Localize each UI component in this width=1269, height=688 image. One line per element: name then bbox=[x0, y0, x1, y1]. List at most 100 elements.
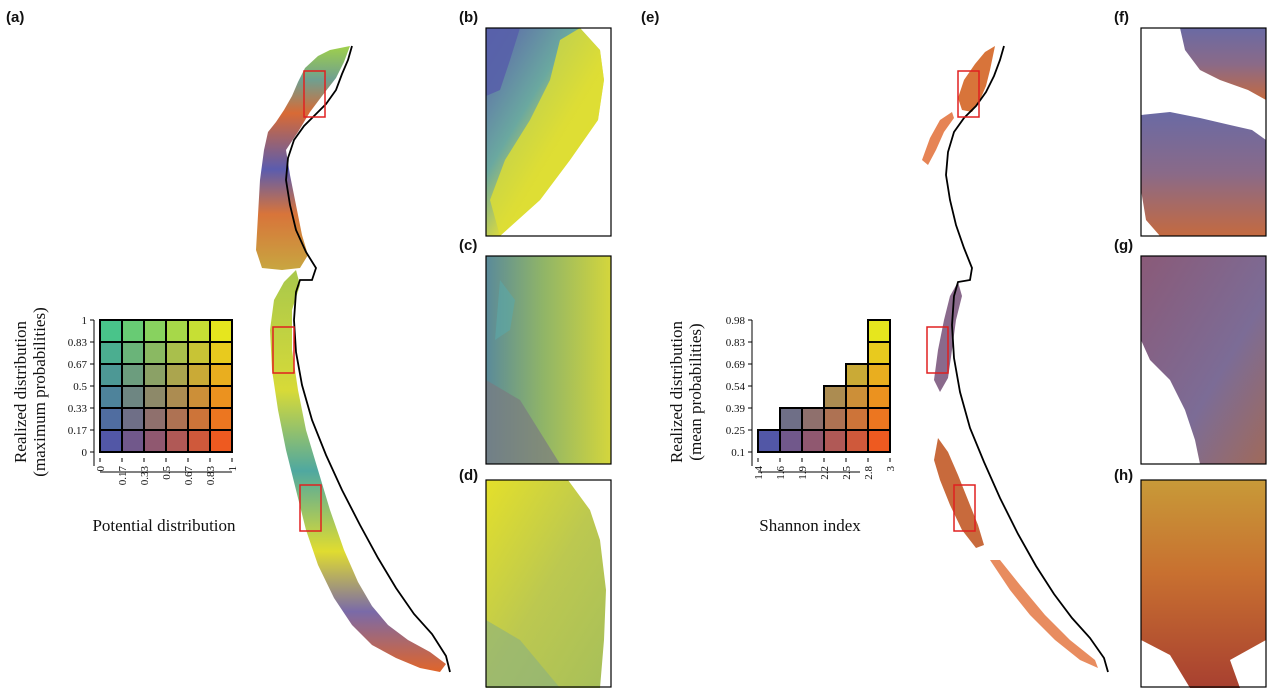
legend-a-cell bbox=[209, 319, 233, 343]
legend-a-ytick-label: 1 bbox=[82, 315, 88, 327]
legend-e-xtick-label: 2.2 bbox=[819, 466, 831, 480]
map-e-north-scatter bbox=[922, 112, 954, 165]
legend-a-ytick-label: 0.5 bbox=[73, 381, 87, 393]
legend-a-ytick-label: 0.67 bbox=[68, 359, 88, 371]
map-a-coastline bbox=[285, 45, 451, 673]
inset-box-c bbox=[272, 326, 295, 374]
legend-a-cell bbox=[165, 341, 189, 365]
legend-e-xtick-label: 2.8 bbox=[863, 466, 875, 480]
legend-bivariate-max: 1 0.83 0.67 0.5 0.33 0.17 0 0 0.17 0.33 0.5 0.67 0.… bbox=[11, 307, 239, 535]
legend-a-cell bbox=[99, 341, 123, 365]
legend-a-xtick-label: 0 bbox=[95, 466, 107, 472]
inset-box-b bbox=[303, 70, 326, 118]
legend-a-cell bbox=[165, 429, 189, 453]
map-a-north-shelf bbox=[256, 46, 350, 270]
inset-d bbox=[485, 479, 612, 688]
legend-a-xtick-label: 0.5 bbox=[161, 466, 173, 480]
legend-a-cell bbox=[99, 429, 123, 453]
legend-e-xlabel: Shannon index bbox=[759, 516, 861, 535]
legend-a-ytick-label: 0 bbox=[82, 447, 88, 459]
legend-e-ytick-label: 0.98 bbox=[726, 315, 746, 327]
map-e-coastline bbox=[945, 45, 1109, 673]
legend-e-xtick-label: 1.6 bbox=[775, 466, 787, 480]
legend-a-cell bbox=[121, 363, 145, 387]
legend-e-cell bbox=[845, 363, 869, 387]
inset-h bbox=[1140, 479, 1267, 688]
legend-e-ytick-label: 0.39 bbox=[726, 403, 746, 415]
legend-grid-mean bbox=[757, 319, 891, 453]
legend-e-cell bbox=[867, 319, 891, 343]
legend-a-cell bbox=[121, 385, 145, 409]
legend-e-xtick-label: 1.9 bbox=[797, 466, 809, 480]
legend-a-cell bbox=[187, 385, 211, 409]
inset-g-frame bbox=[1140, 255, 1267, 465]
legend-a-cell bbox=[165, 319, 189, 343]
legend-a-xtick-label: 0.67 bbox=[183, 466, 195, 486]
map-a-south-shelf bbox=[270, 270, 446, 672]
legend-e-cell bbox=[801, 429, 825, 453]
legend-a-xtick-label: 1 bbox=[227, 466, 239, 472]
legend-a-cell bbox=[143, 429, 167, 453]
legend-a-cell bbox=[143, 385, 167, 409]
legend-a-ytick-label: 0.33 bbox=[68, 403, 88, 415]
legend-a-ylabel-1: Realized distribution bbox=[11, 320, 30, 463]
legend-a-xtick-label: 0.83 bbox=[205, 466, 217, 486]
legend-e-xtick-label: 2.5 bbox=[841, 466, 853, 480]
inset-d-frame bbox=[485, 479, 612, 688]
map-e-north-patch bbox=[958, 46, 995, 112]
legend-a-cell bbox=[209, 363, 233, 387]
inset-f-frame bbox=[1140, 27, 1267, 237]
legend-a-ytick-label: 0.17 bbox=[68, 425, 88, 437]
legend-a-cell bbox=[187, 363, 211, 387]
legend-e-cell bbox=[867, 363, 891, 387]
legend-e-cell bbox=[779, 407, 803, 431]
legend-a-cell bbox=[99, 385, 123, 409]
inset-c-frame bbox=[485, 255, 612, 465]
legend-e-ytick-label: 0.54 bbox=[726, 381, 746, 393]
panel-label-h: (h) bbox=[1114, 467, 1133, 484]
legend-a-cell bbox=[121, 407, 145, 431]
inset-b-frame bbox=[485, 27, 612, 237]
inset-b bbox=[485, 27, 612, 237]
map-a bbox=[256, 45, 451, 673]
panel-label-e: (e) bbox=[641, 9, 659, 26]
map-e-south-scatter bbox=[990, 560, 1098, 668]
legend-a-cell bbox=[121, 341, 145, 365]
legend-e-ytick-label: 0.1 bbox=[731, 447, 745, 459]
legend-a-cell bbox=[187, 407, 211, 431]
legend-a-cell bbox=[99, 319, 123, 343]
panel-label-a: (a) bbox=[6, 9, 24, 26]
inset-box-h bbox=[953, 484, 976, 532]
legend-a-cell bbox=[165, 407, 189, 431]
panel-label-g: (g) bbox=[1114, 237, 1133, 254]
legend-e-cell bbox=[845, 385, 869, 409]
legend-e-ytick-label: 0.83 bbox=[726, 337, 746, 349]
legend-e-cell bbox=[823, 385, 847, 409]
legend-a-cell bbox=[143, 363, 167, 387]
legend-grid-max bbox=[99, 319, 233, 453]
legend-e-xtick-label: 3 bbox=[885, 466, 897, 472]
legend-a-cell bbox=[121, 429, 145, 453]
legend-e-cell bbox=[823, 429, 847, 453]
inset-h-frame bbox=[1140, 479, 1267, 688]
legend-e-cell bbox=[779, 429, 803, 453]
legend-a-cell bbox=[187, 429, 211, 453]
panel-label-b: (b) bbox=[459, 9, 478, 26]
legend-a-cell bbox=[209, 385, 233, 409]
legend-a-xtick-label: 0.33 bbox=[139, 466, 151, 486]
legend-e-xtick-label: 1.4 bbox=[753, 466, 765, 480]
legend-a-cell bbox=[143, 407, 167, 431]
legend-e-cell bbox=[867, 407, 891, 431]
legend-a-xtick-label: 0.17 bbox=[117, 466, 129, 486]
inset-g bbox=[1140, 255, 1267, 465]
legend-a-cell bbox=[121, 319, 145, 343]
legend-e-cell bbox=[867, 429, 891, 453]
legend-e-ytick-label: 0.25 bbox=[726, 425, 746, 437]
legend-e-cell bbox=[867, 341, 891, 365]
legend-a-xlabel: Potential distribution bbox=[92, 516, 236, 535]
legend-a-cell bbox=[187, 341, 211, 365]
legend-a-cell bbox=[209, 429, 233, 453]
inset-box-g bbox=[926, 326, 949, 374]
legend-e-cell bbox=[845, 407, 869, 431]
